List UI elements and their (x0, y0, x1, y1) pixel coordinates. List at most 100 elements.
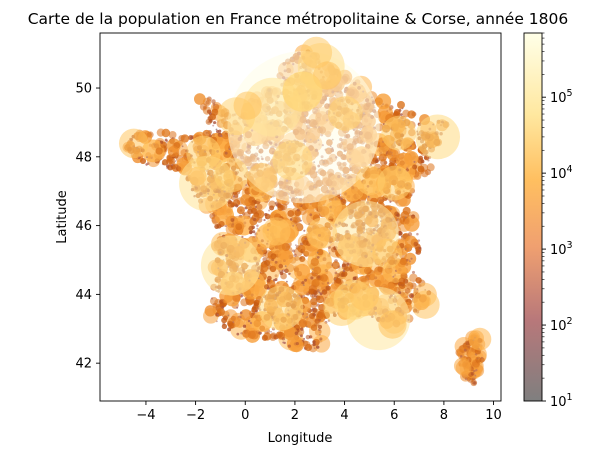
data-point (286, 280, 288, 283)
data-point (377, 196, 385, 204)
data-point (411, 270, 416, 274)
data-point (249, 230, 253, 234)
data-point (293, 253, 297, 257)
data-point (308, 288, 315, 295)
data-point (453, 357, 471, 375)
data-point (344, 265, 350, 272)
data-point (295, 341, 299, 346)
data-point (253, 217, 257, 222)
data-point (299, 255, 306, 263)
data-point (417, 165, 425, 173)
data-point (418, 155, 423, 161)
data-point (212, 124, 215, 127)
data-point (284, 265, 287, 268)
data-point (292, 224, 295, 227)
data-point (221, 305, 225, 309)
data-point (312, 342, 316, 347)
data-point (415, 277, 422, 284)
data-point (313, 266, 322, 275)
data-point (346, 262, 350, 266)
data-point (395, 258, 412, 275)
data-point (282, 71, 323, 112)
data-point (200, 235, 261, 296)
data-point (215, 128, 218, 131)
data-point (275, 204, 279, 207)
data-point (145, 163, 148, 166)
data-point (327, 96, 363, 131)
data-point (316, 295, 325, 304)
data-point (274, 278, 278, 282)
data-point (463, 348, 467, 352)
data-point (211, 99, 216, 104)
data-point (465, 341, 470, 346)
x-axis-title: Longitude (268, 431, 333, 446)
data-point (311, 279, 320, 288)
data-point (331, 261, 340, 270)
data-point (314, 318, 320, 324)
data-point (312, 340, 316, 344)
data-point (167, 145, 179, 158)
data-point (268, 209, 271, 212)
colorbar-tick-label: 103 (550, 240, 573, 258)
data-point (340, 198, 347, 206)
data-point (308, 335, 313, 339)
scatter-points (118, 36, 492, 387)
data-point (335, 277, 342, 284)
data-point (218, 220, 225, 228)
data-point (159, 140, 164, 144)
data-point (302, 284, 305, 286)
data-point (306, 217, 338, 249)
data-point (303, 337, 306, 340)
data-point (277, 331, 285, 340)
data-point (341, 263, 346, 268)
data-point (277, 204, 284, 211)
data-point (294, 209, 301, 217)
data-point (256, 203, 263, 211)
data-point (407, 110, 416, 119)
data-point (297, 244, 306, 253)
data-point (341, 271, 348, 277)
colorbar-tick-label: 101 (550, 392, 573, 410)
data-point (295, 244, 297, 247)
data-point (412, 164, 418, 170)
colorbar-gradient (523, 32, 543, 402)
data-point (236, 332, 240, 336)
data-point (396, 213, 400, 217)
data-point (194, 93, 206, 105)
data-point (305, 334, 311, 340)
y-tick-label: 46 (75, 219, 92, 234)
y-tick-label: 50 (75, 82, 92, 97)
data-point (216, 307, 225, 317)
y-tick-label: 42 (75, 357, 92, 372)
data-point (264, 213, 271, 220)
data-point (372, 238, 403, 269)
data-point (247, 319, 251, 323)
data-point (301, 281, 305, 285)
data-point (415, 249, 422, 255)
data-point (247, 208, 253, 215)
data-point (393, 109, 401, 116)
data-point (304, 343, 312, 352)
data-point (227, 322, 235, 329)
data-point (367, 195, 370, 198)
data-point (263, 219, 266, 222)
data-point (233, 199, 241, 207)
plot-frame (99, 32, 502, 402)
data-point (309, 313, 315, 319)
data-point (256, 227, 259, 230)
data-point (298, 319, 308, 328)
data-point (264, 260, 271, 266)
data-point (292, 249, 296, 253)
data-point (272, 140, 313, 181)
data-point (310, 276, 314, 280)
data-point (261, 334, 268, 341)
data-point (263, 284, 270, 290)
data-point (363, 266, 372, 275)
data-point (319, 292, 323, 296)
data-point (242, 324, 247, 328)
data-point (387, 149, 399, 161)
data-point (334, 278, 337, 280)
data-point (235, 223, 243, 231)
data-point (249, 330, 259, 340)
